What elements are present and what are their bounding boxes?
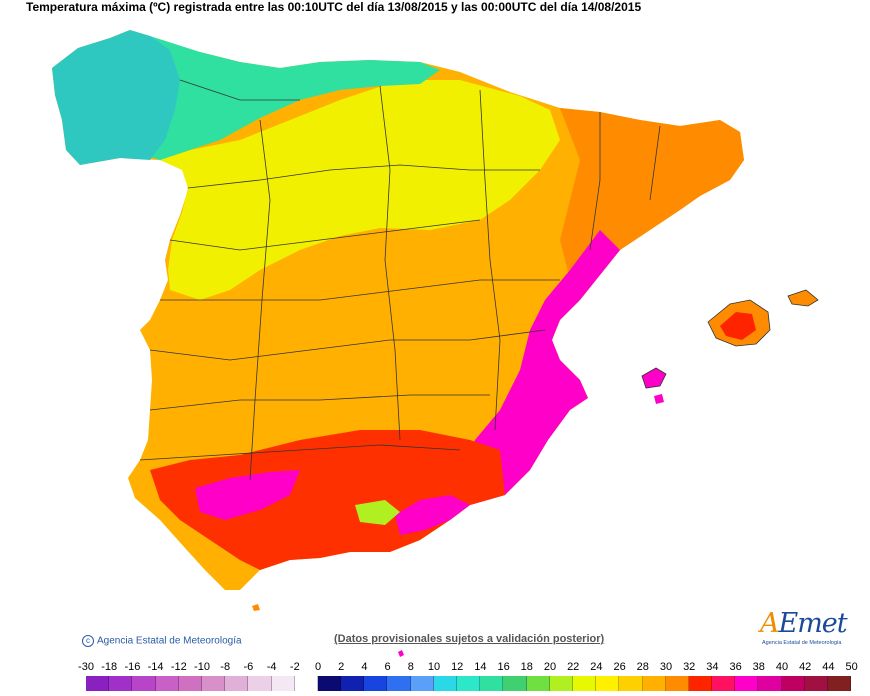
melilla-dot bbox=[398, 650, 404, 657]
almeria-extreme-zone bbox=[395, 495, 470, 535]
legend-label: 50 bbox=[845, 661, 858, 673]
legend-label: -30 bbox=[78, 661, 94, 673]
legend-label: 36 bbox=[729, 661, 742, 673]
ceuta-dot bbox=[252, 604, 260, 611]
legend-label: 32 bbox=[683, 661, 696, 673]
logo-letter-a: A bbox=[760, 608, 779, 639]
legend-swatch bbox=[526, 676, 550, 691]
legend-swatch bbox=[457, 676, 481, 691]
legend-label: 2 bbox=[338, 661, 345, 673]
copyright-icon: c bbox=[82, 635, 94, 647]
credit-text: Agencia Estatal de Meteorología bbox=[97, 635, 242, 647]
legend-labels: -30 -18 -16 -14 -12 -10 -8 -6 -4 -2 0 2 4 6 8 10 12 14 16 1… bbox=[78, 661, 858, 675]
legend-label: 18 bbox=[520, 661, 533, 673]
cantabric-zone bbox=[110, 36, 440, 160]
legend-swatch bbox=[572, 676, 597, 691]
legend-label: 12 bbox=[451, 661, 464, 673]
legend-label: -4 bbox=[266, 661, 277, 673]
legend-label: -12 bbox=[170, 661, 187, 673]
legend-swatch bbox=[109, 676, 133, 691]
legend-label: 8 bbox=[407, 661, 414, 673]
legend-label: 44 bbox=[822, 661, 835, 673]
sierra-nevada-zone bbox=[355, 500, 400, 525]
legend-label: 34 bbox=[706, 661, 719, 673]
legend-swatch bbox=[132, 676, 156, 691]
legend-swatch bbox=[317, 676, 342, 691]
legend-swatch bbox=[781, 676, 805, 691]
galicia-zone bbox=[52, 30, 180, 165]
legend-label: -8 bbox=[220, 661, 231, 673]
andalusia-hot-zone bbox=[150, 430, 505, 570]
legend-swatch bbox=[341, 676, 365, 691]
legend-swatch bbox=[225, 676, 249, 691]
north-plateau-zone bbox=[160, 80, 560, 300]
province-borders bbox=[139, 79, 661, 481]
legend-label: 26 bbox=[613, 661, 626, 673]
legend-swatch bbox=[828, 676, 852, 691]
legend-label: 22 bbox=[567, 661, 580, 673]
provisional-data-disclaimer: (Datos provisionales sujetos a validació… bbox=[334, 633, 605, 645]
menorca-island bbox=[787, 289, 819, 307]
mallorca-hot-zone bbox=[720, 312, 756, 340]
legend-swatch bbox=[433, 676, 457, 691]
legend-swatch bbox=[294, 676, 318, 691]
legend-swatch bbox=[619, 676, 643, 691]
legend-label: -10 bbox=[194, 661, 210, 673]
legend-label: 30 bbox=[659, 661, 673, 673]
agency-credit: c Agencia Estatal de Meteorología bbox=[82, 635, 242, 647]
legend-label: -6 bbox=[243, 661, 254, 673]
legend-swatch bbox=[503, 676, 527, 691]
legend-label: -16 bbox=[124, 661, 141, 673]
legend-swatch bbox=[642, 676, 666, 691]
logo-subtitle: Agencia Estatal de Meteorología bbox=[762, 640, 842, 646]
legend-swatch bbox=[364, 676, 388, 691]
legend-label: 24 bbox=[590, 661, 603, 673]
legend-label: 10 bbox=[427, 661, 441, 673]
valencia-extreme-zone bbox=[460, 230, 620, 505]
legend-swatch bbox=[271, 676, 295, 691]
guadalquivir-extreme-zone bbox=[195, 470, 300, 520]
legend-label: 28 bbox=[636, 661, 649, 673]
legend-swatch bbox=[86, 676, 110, 691]
legend-label: 0 bbox=[314, 661, 322, 673]
legend-label: -2 bbox=[289, 661, 300, 673]
logo-letters: Emet bbox=[778, 608, 848, 639]
legend-label: -18 bbox=[101, 661, 118, 673]
legend-label: 38 bbox=[752, 661, 765, 673]
aemet-logo: AEmet Agencia Estatal de Meteorología bbox=[760, 608, 850, 648]
legend-swatch bbox=[758, 676, 782, 691]
legend-label: 6 bbox=[384, 661, 391, 673]
legend-swatch bbox=[480, 676, 504, 691]
legend-swatch bbox=[248, 676, 272, 691]
legend-swatch bbox=[387, 676, 411, 691]
legend-label: -14 bbox=[147, 661, 164, 673]
legend-swatch bbox=[410, 676, 434, 691]
ibiza-island bbox=[641, 367, 667, 389]
legend-swatch bbox=[804, 676, 828, 691]
legend-swatch bbox=[712, 676, 736, 691]
legend-label: 20 bbox=[543, 661, 557, 673]
temperature-legend-bar bbox=[86, 676, 852, 691]
legend-swatch bbox=[201, 676, 226, 691]
legend-swatch bbox=[688, 676, 713, 691]
legend-label: 40 bbox=[775, 661, 789, 673]
legend-label: 14 bbox=[474, 661, 487, 673]
legend-swatch bbox=[596, 676, 620, 691]
legend-label: 16 bbox=[497, 661, 510, 673]
legend-swatch bbox=[549, 676, 573, 691]
legend-swatch bbox=[178, 676, 202, 691]
legend-label: 42 bbox=[799, 661, 812, 673]
legend-swatch bbox=[665, 676, 689, 691]
formentera-island bbox=[654, 394, 664, 404]
map-title: Temperatura máxima (ºC) registrada entre… bbox=[26, 0, 642, 14]
legend-swatch bbox=[155, 676, 179, 691]
legend-label: 4 bbox=[361, 661, 368, 673]
legend-swatch bbox=[735, 676, 759, 691]
